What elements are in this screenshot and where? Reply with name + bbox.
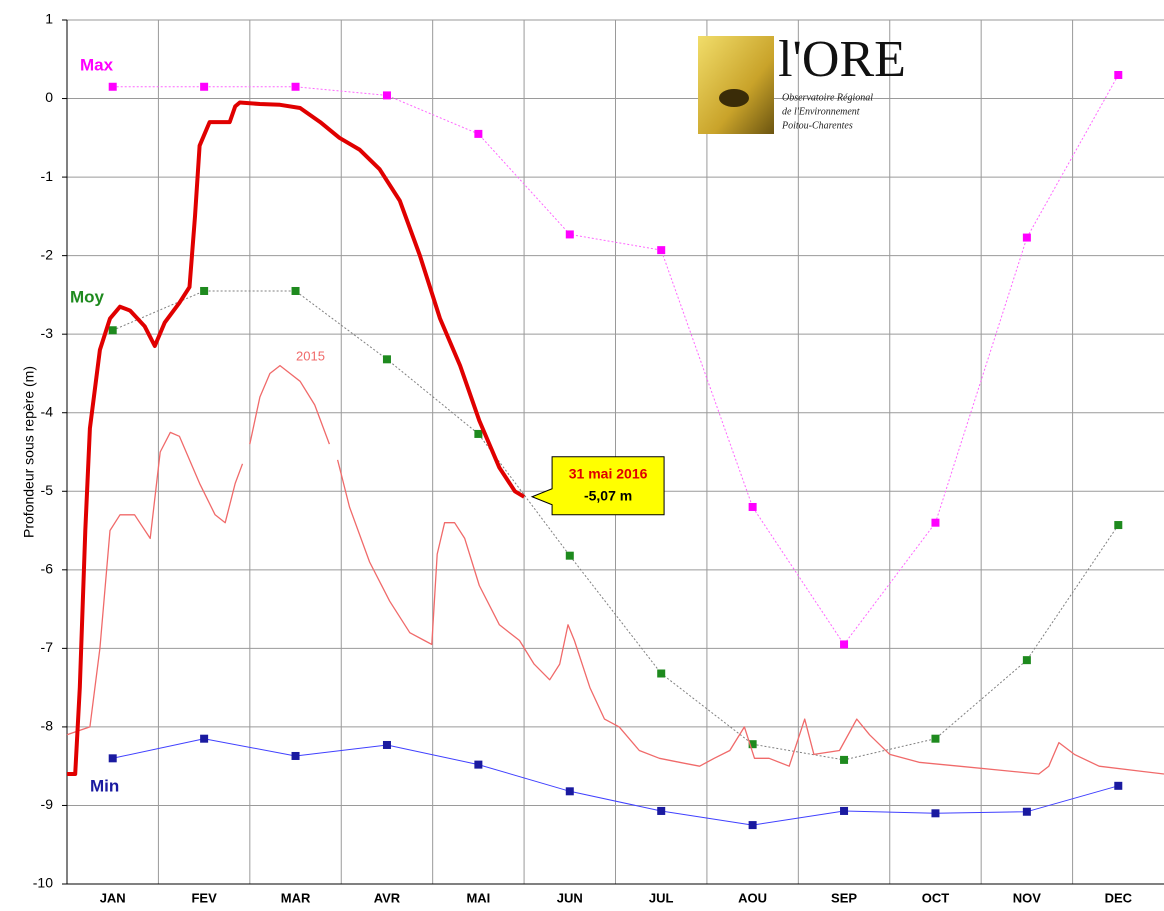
x-tick-label: DEC xyxy=(1105,890,1133,905)
series-label: Max xyxy=(80,55,114,74)
series-line xyxy=(67,100,526,776)
marker xyxy=(657,246,666,255)
marker xyxy=(1022,656,1031,665)
y-tick-label: -8 xyxy=(41,718,54,734)
logo-image xyxy=(698,36,774,134)
y-tick-label: -7 xyxy=(41,639,54,655)
series-line xyxy=(112,74,1119,645)
x-tick-label: MAR xyxy=(281,890,311,905)
y-tick-label: -10 xyxy=(33,875,53,891)
marker xyxy=(565,787,574,796)
marker xyxy=(1114,70,1123,79)
marker xyxy=(657,669,666,678)
marker xyxy=(474,129,483,138)
logo-line: Poitou-Charentes xyxy=(781,120,853,131)
y-tick-label: -6 xyxy=(41,561,54,577)
marker xyxy=(931,734,940,743)
series-label: Moy xyxy=(70,287,105,306)
marker xyxy=(565,230,574,239)
marker xyxy=(1022,233,1031,242)
marker xyxy=(748,502,757,511)
marker xyxy=(108,754,117,763)
y-tick-label: 0 xyxy=(45,89,53,105)
marker xyxy=(108,326,117,335)
marker xyxy=(748,821,757,830)
marker xyxy=(931,809,940,818)
annotation-text: -5,07 m xyxy=(584,487,632,503)
marker xyxy=(1114,781,1123,790)
x-tick-label: SEP xyxy=(831,890,857,905)
x-tick-label: AOU xyxy=(738,890,767,905)
series-line xyxy=(112,290,1119,761)
y-tick-label: -5 xyxy=(41,482,54,498)
marker xyxy=(657,806,666,815)
logo-eye xyxy=(719,89,749,107)
x-tick-label: MAI xyxy=(466,890,490,905)
marker xyxy=(840,806,849,815)
marker xyxy=(1022,807,1031,816)
series-line xyxy=(66,364,1164,775)
marker xyxy=(382,355,391,364)
marker xyxy=(931,518,940,527)
x-tick-label: JUL xyxy=(649,890,674,905)
marker xyxy=(840,640,849,649)
marker xyxy=(200,734,209,743)
logo-title: l'ORE xyxy=(778,31,906,88)
marker xyxy=(291,82,300,91)
marker xyxy=(565,551,574,560)
logo-line: Observatoire Régional xyxy=(782,92,873,103)
series-label: 2015 xyxy=(296,348,325,363)
x-tick-label: NOV xyxy=(1013,890,1042,905)
series-line xyxy=(112,738,1119,826)
marker xyxy=(200,286,209,295)
marker xyxy=(291,286,300,295)
x-tick-label: JUN xyxy=(557,890,583,905)
marker xyxy=(200,82,209,91)
y-tick-label: -3 xyxy=(41,325,54,341)
marker xyxy=(108,82,117,91)
x-tick-label: JAN xyxy=(100,890,126,905)
y-tick-label: -9 xyxy=(41,796,54,812)
y-tick-label: -1 xyxy=(41,168,54,184)
logo: l'ORE Observatoire Régional de l'Environ… xyxy=(698,31,906,134)
x-tick-label: FEV xyxy=(191,890,217,905)
marker xyxy=(382,91,391,100)
marker xyxy=(1114,521,1123,530)
x-tick-label: OCT xyxy=(922,890,950,905)
annotation-text: 31 mai 2016 xyxy=(569,465,648,481)
marker xyxy=(840,755,849,764)
y-tick-label: -2 xyxy=(41,246,54,262)
y-tick-label: 1 xyxy=(45,11,53,27)
marker xyxy=(382,740,391,749)
logo-line: de l'Environnement xyxy=(782,106,860,117)
marker xyxy=(474,760,483,769)
series-label: Min xyxy=(90,776,119,795)
marker xyxy=(291,751,300,760)
marker xyxy=(474,429,483,438)
annotation-box xyxy=(530,456,665,516)
marker xyxy=(748,740,757,749)
y-tick-label: -4 xyxy=(41,403,54,419)
x-tick-label: AVR xyxy=(374,890,401,905)
grid xyxy=(62,19,1164,885)
y-axis-title: Profondeur sous repère (m) xyxy=(21,366,37,538)
